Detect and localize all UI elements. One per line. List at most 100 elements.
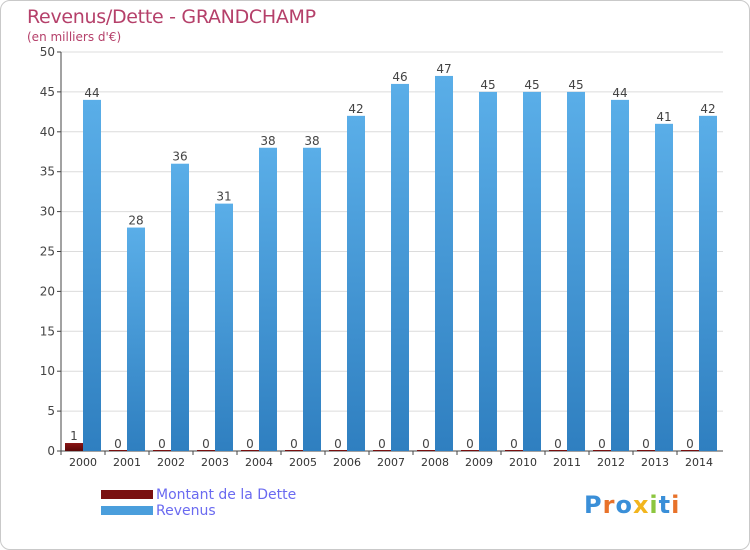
bar-dette-2000 bbox=[65, 443, 83, 451]
data-label-dette-2000: 1 bbox=[70, 429, 78, 443]
bar-revenus-2014 bbox=[699, 115, 717, 451]
data-label-revenus-2011: 45 bbox=[568, 78, 583, 92]
y-tick-label-0: 0 bbox=[47, 444, 55, 458]
bar-revenus-2006 bbox=[347, 115, 365, 451]
legend-swatch-revenus bbox=[101, 506, 153, 515]
x-tick-label-2008: 2008 bbox=[421, 456, 449, 469]
y-tick-label-15: 15 bbox=[40, 324, 55, 338]
data-label-revenus-2012: 44 bbox=[612, 86, 627, 100]
data-label-revenus-2009: 45 bbox=[480, 78, 495, 92]
bar-dette-2012 bbox=[593, 450, 611, 451]
x-tick-label-2011: 2011 bbox=[553, 456, 581, 469]
data-label-revenus-2005: 38 bbox=[304, 134, 319, 148]
bar-dette-2009 bbox=[461, 450, 479, 451]
bar-revenus-2000 bbox=[83, 99, 101, 451]
bar-revenus-2001 bbox=[127, 227, 145, 451]
bar-revenus-2011 bbox=[567, 91, 585, 452]
data-label-revenus-2001: 28 bbox=[128, 214, 143, 228]
logo-letter: x bbox=[632, 491, 650, 519]
legend-label-dette: Montant de la Dette bbox=[156, 487, 297, 503]
x-tick-label-2004: 2004 bbox=[245, 456, 273, 469]
y-tick-label-20: 20 bbox=[40, 284, 55, 298]
y-tick-label-50: 50 bbox=[40, 45, 55, 59]
logo-letter: r bbox=[602, 491, 616, 519]
data-label-revenus-2013: 41 bbox=[656, 110, 671, 124]
y-tick-label-30: 30 bbox=[40, 205, 55, 219]
x-tick-label-2014: 2014 bbox=[685, 456, 713, 469]
y-tick-label-25: 25 bbox=[40, 245, 55, 259]
y-tick-label-45: 45 bbox=[40, 85, 55, 99]
bar-revenus-2009 bbox=[479, 91, 497, 452]
x-tick-label-2010: 2010 bbox=[509, 456, 537, 469]
data-label-dette-2009: 0 bbox=[466, 437, 474, 451]
x-tick-label-2009: 2009 bbox=[465, 456, 493, 469]
x-tick-label-2013: 2013 bbox=[641, 456, 669, 469]
data-label-dette-2006: 0 bbox=[334, 437, 342, 451]
bar-dette-2004 bbox=[241, 450, 259, 451]
y-tick-label-40: 40 bbox=[40, 125, 55, 139]
bar-revenus-2013 bbox=[655, 123, 673, 451]
logo-letter: P bbox=[584, 491, 603, 519]
chart-subtitle: (en milliers d'€) bbox=[27, 30, 122, 44]
bar-revenus-2008 bbox=[435, 75, 453, 451]
bar-revenus-2003 bbox=[215, 203, 233, 451]
bar-dette-2007 bbox=[373, 450, 391, 451]
x-tick-label-2007: 2007 bbox=[377, 456, 405, 469]
bar-revenus-2007 bbox=[391, 83, 409, 452]
data-label-dette-2003: 0 bbox=[202, 437, 210, 451]
bar-revenus-2012 bbox=[611, 99, 629, 451]
logo-letter: t bbox=[658, 491, 672, 519]
bar-dette-2002 bbox=[153, 450, 171, 451]
data-label-revenus-2007: 46 bbox=[392, 70, 407, 84]
data-label-dette-2010: 0 bbox=[510, 437, 518, 451]
x-tick-label-2006: 2006 bbox=[333, 456, 361, 469]
bar-dette-2014 bbox=[681, 450, 699, 451]
bar-dette-2010 bbox=[505, 450, 523, 451]
bar-dette-2001 bbox=[109, 450, 127, 451]
logo-letter: o bbox=[615, 491, 633, 519]
data-label-dette-2007: 0 bbox=[378, 437, 386, 451]
data-label-revenus-2006: 42 bbox=[348, 102, 363, 116]
x-tick-label-2000: 2000 bbox=[69, 456, 97, 469]
data-label-revenus-2003: 31 bbox=[216, 190, 231, 204]
bar-revenus-2010 bbox=[523, 91, 541, 452]
data-label-dette-2011: 0 bbox=[554, 437, 562, 451]
data-label-revenus-2014: 42 bbox=[700, 102, 715, 116]
legend-label-revenus: Revenus bbox=[156, 503, 216, 519]
bar-dette-2011 bbox=[549, 450, 567, 451]
legend-swatch-dette bbox=[101, 490, 153, 499]
data-label-dette-2002: 0 bbox=[158, 437, 166, 451]
y-tick-label-10: 10 bbox=[40, 364, 55, 378]
data-label-dette-2014: 0 bbox=[686, 437, 694, 451]
data-label-dette-2004: 0 bbox=[246, 437, 254, 451]
data-label-revenus-2010: 45 bbox=[524, 78, 539, 92]
y-tick-label-5: 5 bbox=[47, 404, 55, 418]
data-label-dette-2008: 0 bbox=[422, 437, 430, 451]
data-label-dette-2001: 0 bbox=[114, 437, 122, 451]
data-label-revenus-2000: 44 bbox=[84, 86, 99, 100]
chart-title: Revenus/Dette - GRANDCHAMP bbox=[27, 6, 316, 28]
y-tick-label-35: 35 bbox=[40, 165, 55, 179]
bar-dette-2005 bbox=[285, 450, 303, 451]
x-tick-label-2002: 2002 bbox=[157, 456, 185, 469]
data-label-revenus-2002: 36 bbox=[172, 150, 187, 164]
bar-revenus-2002 bbox=[171, 163, 189, 451]
x-tick-label-2005: 2005 bbox=[289, 456, 317, 469]
bar-dette-2013 bbox=[637, 450, 655, 451]
logo-letter: i bbox=[649, 491, 659, 519]
data-label-dette-2012: 0 bbox=[598, 437, 606, 451]
proxiti-logo: Proxiti bbox=[584, 491, 680, 519]
bar-revenus-2004 bbox=[259, 147, 277, 451]
data-label-dette-2005: 0 bbox=[290, 437, 298, 451]
bar-dette-2006 bbox=[329, 450, 347, 451]
bar-dette-2008 bbox=[417, 450, 435, 451]
bar-revenus-2005 bbox=[303, 147, 321, 451]
x-tick-label-2001: 2001 bbox=[113, 456, 141, 469]
bar-dette-2003 bbox=[197, 450, 215, 451]
x-tick-label-2003: 2003 bbox=[201, 456, 229, 469]
x-tick-label-2012: 2012 bbox=[597, 456, 625, 469]
data-label-revenus-2008: 47 bbox=[436, 62, 451, 76]
data-label-dette-2013: 0 bbox=[642, 437, 650, 451]
